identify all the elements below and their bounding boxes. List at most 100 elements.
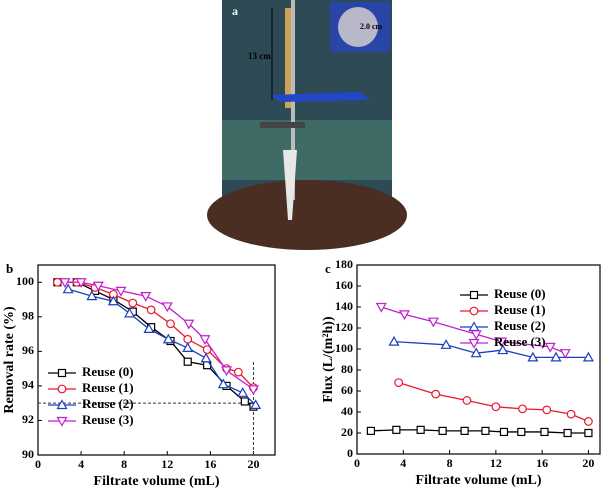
marker [52,277,62,287]
marker [427,317,439,328]
legend-marker [469,306,479,316]
marker [59,278,71,288]
marker [499,427,509,437]
y-tick-label: 96 [22,343,34,357]
marker [481,426,490,435]
marker [233,367,243,377]
legend-label: Reuse (1) [494,302,546,317]
marker [550,351,562,362]
x-tick-label: 20 [247,457,259,471]
legend-marker [468,338,480,349]
marker [86,290,98,301]
marker [124,307,136,318]
marker [183,334,193,344]
marker [182,342,194,353]
legend-label: Reuse (0) [494,286,546,301]
x-tick-label: 12 [161,457,173,471]
marker [161,302,173,313]
y-axis-label: Removal rate (%) [2,306,17,414]
marker [496,337,508,348]
marker [75,278,87,288]
x-tick-label: 16 [536,456,548,470]
marker [107,295,119,306]
legend-label: Reuse (3) [494,334,546,349]
marker [375,302,387,313]
marker [394,378,404,388]
marker [247,385,259,396]
marker [582,351,594,362]
y-tick-label: 92 [22,412,34,426]
y-tick-label: 0 [347,446,353,460]
y-tick-label: 94 [22,378,34,392]
marker [199,335,211,345]
marker [140,291,152,302]
panel-label: a [232,4,238,18]
y-tick-label: 100 [16,274,34,288]
legend-label: Reuse (2) [82,396,134,411]
marker [518,404,527,414]
plot-frame [356,264,601,455]
x-tick-label: 8 [121,457,127,471]
legend-marker [469,290,479,300]
marker [563,428,572,438]
panel-label: b [6,261,13,276]
marker [584,417,593,426]
marker [544,342,556,353]
marker [438,426,447,435]
x-tick-label: 20 [582,456,594,470]
y-tick-label: 100 [335,341,353,355]
marker [398,310,410,321]
marker [128,298,138,308]
marker [416,425,425,434]
marker [146,305,156,315]
marker [460,426,469,435]
x-axis-label: Filtrate volume (mL) [416,473,542,488]
marker [497,344,509,355]
marker [431,389,441,399]
photo: a 13 cm 2.0 cm [207,0,407,250]
photo-wall [222,120,392,180]
marker [462,396,472,405]
photo-annotation: 13 cm [248,51,271,61]
series-line [398,381,589,423]
legend-label: Reuse (2) [494,318,546,333]
marker [92,281,104,292]
photo-tube [283,150,297,220]
legend-marker [56,399,68,410]
y-tick-label: 180 [335,257,353,271]
plot-frame [37,264,276,456]
marker [200,352,212,363]
marker [566,409,576,419]
y-tick-label: 98 [22,309,34,323]
marker [388,335,400,346]
marker [392,425,401,434]
marker [166,319,175,329]
legend-label: Reuse (0) [82,364,134,379]
marker [183,319,195,330]
legend-marker [56,416,68,427]
legend-label: Reuse (1) [82,380,134,395]
marker [115,286,127,297]
x-tick-label: 16 [204,457,216,471]
marker [217,378,229,389]
marker [470,347,482,358]
marker [162,333,174,344]
y-tick-label: 20 [341,425,353,439]
legend-label: Reuse (3) [82,412,134,427]
marker [440,339,452,349]
x-tick-label: 4 [78,457,84,471]
series-line [370,429,589,434]
photo-column [285,8,293,108]
marker [366,426,375,435]
photo-clamp [270,92,370,102]
y-tick-label: 40 [341,404,353,418]
y-tick-label: 60 [341,383,353,397]
marker [470,330,482,341]
photo-holder [260,122,305,128]
y-tick-label: 80 [341,362,353,376]
y-tick-label: 160 [335,278,353,292]
photo-inset-disk [338,7,378,47]
panel-label: c [325,261,331,276]
